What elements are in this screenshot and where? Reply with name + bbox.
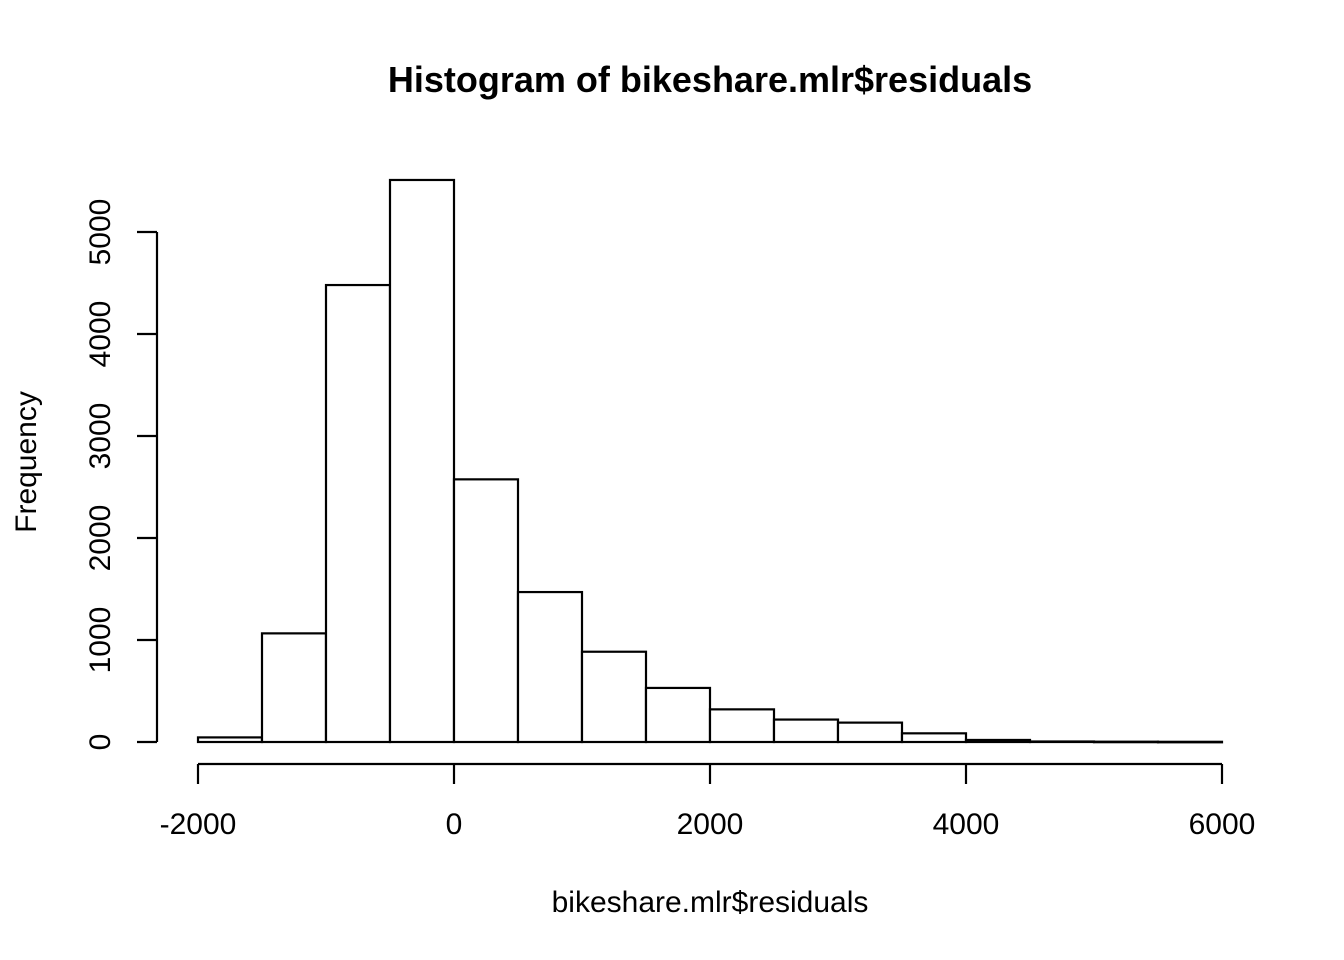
histogram-bar [1028, 740, 1096, 744]
x-axis: -2000 0 2000 4000 6000 [160, 762, 1256, 841]
y-tick-label: 4000 [84, 301, 117, 368]
y-tick-label: 5000 [84, 199, 117, 266]
x-axis-label: bikeshare.mlr$residuals [552, 886, 869, 919]
histogram-bar [324, 283, 392, 744]
y-axis-label: Frequency [10, 391, 43, 533]
histogram-bar [1092, 740, 1160, 744]
histogram-bar [260, 632, 328, 744]
y-tick-label: 2000 [84, 505, 117, 572]
x-tick-label: 4000 [933, 808, 1000, 841]
histogram-bar [388, 178, 456, 744]
x-tick-label: -2000 [160, 808, 237, 841]
y-tick-label: 0 [84, 734, 117, 751]
x-tick-label: 6000 [1189, 808, 1256, 841]
x-tick-label: 0 [446, 808, 463, 841]
y-tick-label: 3000 [84, 403, 117, 470]
y-axis: 0 1000 2000 3000 4000 5000 [84, 199, 159, 751]
x-tick-label: 2000 [677, 808, 744, 841]
histogram-bar [196, 736, 264, 744]
histogram-bar [580, 650, 648, 744]
histogram-bar [900, 732, 968, 744]
y-tick-label: 1000 [84, 607, 117, 674]
histogram-bar [836, 721, 904, 744]
bars-group [196, 178, 1224, 744]
chart-title: Histogram of bikeshare.mlr$residuals [388, 59, 1032, 100]
histogram-bar [644, 686, 712, 744]
histogram-bar [452, 478, 520, 744]
histogram-bar [516, 590, 584, 744]
histogram-bar [708, 708, 776, 744]
histogram-bar [964, 738, 1032, 744]
histogram-bar [1156, 740, 1224, 744]
histogram-bar [772, 718, 840, 744]
